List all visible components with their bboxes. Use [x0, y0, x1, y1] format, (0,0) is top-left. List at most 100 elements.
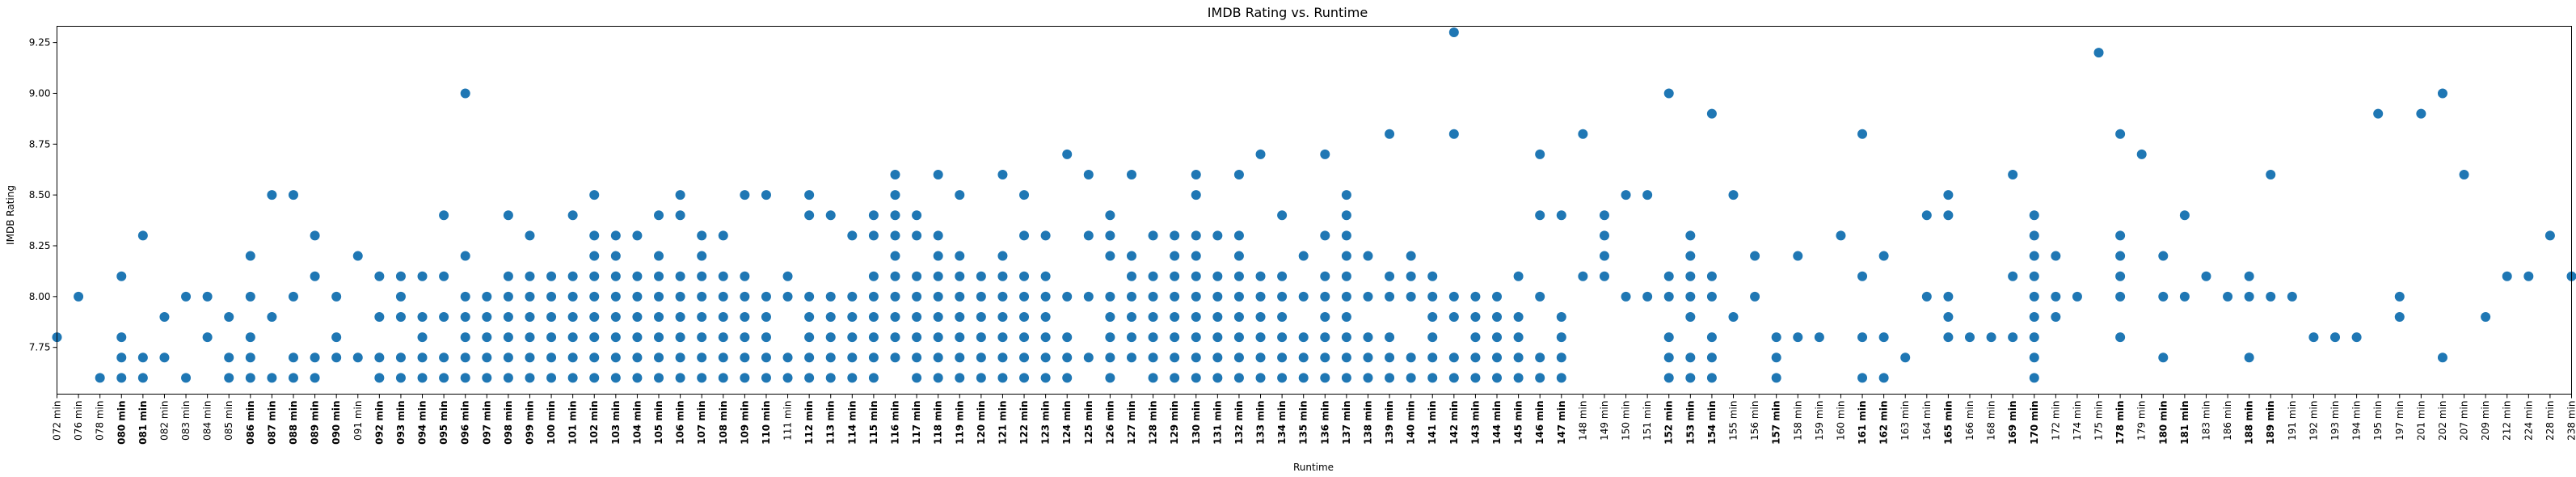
- data-point: [1191, 170, 1201, 180]
- data-point: [1363, 352, 1373, 363]
- x-tick-label: 115 min: [868, 401, 879, 445]
- data-point: [482, 311, 492, 322]
- data-point: [1083, 291, 1094, 302]
- data-point: [395, 352, 406, 363]
- x-tick-label: 154 min: [1706, 401, 1718, 445]
- data-point: [1470, 352, 1481, 363]
- data-point: [740, 291, 750, 302]
- data-point: [1105, 291, 1115, 302]
- data-point: [632, 291, 643, 302]
- x-tick-label: 224 min: [2523, 401, 2534, 441]
- x-tick-label: 144 min: [1491, 401, 1503, 445]
- x-tick-label: 163 min: [1899, 401, 1911, 441]
- x-tick-label: 193 min: [2329, 401, 2341, 441]
- x-tick-label: 104 min: [631, 401, 643, 445]
- data-point: [74, 291, 84, 302]
- data-point: [525, 271, 535, 281]
- data-point: [1320, 291, 1330, 302]
- data-point: [525, 352, 535, 363]
- data-point: [1771, 352, 1781, 363]
- data-point: [825, 352, 836, 363]
- data-point: [137, 230, 148, 241]
- data-point: [912, 230, 922, 241]
- data-point: [868, 311, 879, 322]
- data-point: [632, 311, 643, 322]
- data-point: [1320, 311, 1330, 322]
- data-point: [1728, 190, 1739, 201]
- data-point: [890, 291, 900, 302]
- data-point: [1277, 352, 1288, 363]
- data-point: [1685, 352, 1696, 363]
- data-point: [675, 373, 685, 383]
- data-point: [675, 271, 685, 281]
- data-point: [1750, 291, 1760, 302]
- data-point: [1836, 230, 1846, 241]
- data-point: [1621, 291, 1631, 302]
- x-tick-label: 151 min: [1642, 401, 1653, 441]
- data-point: [1277, 271, 1288, 281]
- data-point: [761, 291, 771, 302]
- data-point: [310, 271, 320, 281]
- data-point: [2394, 291, 2405, 302]
- data-point: [2029, 311, 2039, 322]
- x-tick-label: 145 min: [1513, 401, 1524, 445]
- data-point: [1943, 311, 1954, 322]
- x-tick-label: 109 min: [739, 401, 750, 445]
- data-point: [632, 230, 643, 241]
- data-point: [675, 190, 685, 201]
- x-tick-label: 138 min: [1362, 401, 1373, 445]
- data-point: [997, 373, 1008, 383]
- data-point: [288, 352, 298, 363]
- data-point: [589, 291, 600, 302]
- data-point: [933, 170, 943, 180]
- data-point: [997, 332, 1008, 343]
- data-point: [503, 210, 513, 221]
- data-point: [567, 271, 578, 281]
- data-point: [1126, 251, 1136, 261]
- x-tick-label: 091 min: [352, 401, 364, 441]
- data-point: [1341, 190, 1351, 201]
- x-tick-label: 123 min: [1040, 401, 1052, 445]
- data-point: [1170, 291, 1180, 302]
- data-point: [890, 210, 900, 221]
- data-point: [1191, 271, 1201, 281]
- data-point: [589, 190, 600, 201]
- data-point: [1685, 291, 1696, 302]
- x-tick-label: 164 min: [1921, 401, 1933, 441]
- x-tick-label: 157 min: [1771, 401, 1782, 445]
- data-point: [761, 311, 771, 322]
- data-point: [1492, 311, 1503, 322]
- x-tick-label: 076 min: [73, 401, 84, 441]
- data-point: [1556, 352, 1566, 363]
- data-point: [589, 373, 600, 383]
- data-point: [1277, 332, 1288, 343]
- x-tick-label: 228 min: [2544, 401, 2556, 441]
- data-point: [610, 332, 621, 343]
- data-point: [1513, 271, 1524, 281]
- data-point: [610, 373, 621, 383]
- data-point: [1233, 291, 1244, 302]
- x-tick-label: 093 min: [395, 401, 407, 445]
- data-point: [202, 332, 213, 343]
- x-tick-label: 114 min: [846, 401, 858, 445]
- data-point: [1857, 129, 1868, 139]
- data-point: [1040, 230, 1051, 241]
- x-tick-label: 148 min: [1577, 401, 1588, 441]
- data-point: [2502, 271, 2512, 281]
- data-point: [847, 373, 858, 383]
- data-point: [1663, 332, 1674, 343]
- x-tick-label: 152 min: [1663, 401, 1675, 445]
- data-point: [1148, 332, 1158, 343]
- x-tick-label: 155 min: [1728, 401, 1739, 441]
- data-point: [1341, 311, 1351, 322]
- data-point: [632, 373, 643, 383]
- x-axis-label: Runtime: [1293, 462, 1334, 473]
- x-tick-label: 209 min: [2480, 401, 2491, 441]
- data-point: [1556, 311, 1566, 322]
- data-point: [955, 251, 965, 261]
- data-point: [890, 311, 900, 322]
- x-tick-label: 212 min: [2502, 401, 2513, 441]
- data-point: [654, 352, 664, 363]
- data-point: [1126, 332, 1136, 343]
- x-tick-label: 166 min: [1964, 401, 1975, 441]
